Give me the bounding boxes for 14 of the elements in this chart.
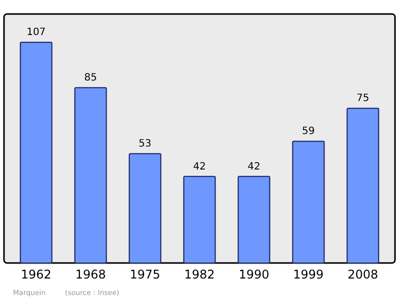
x-tick-label: 1999 (293, 268, 324, 282)
x-tick-label: 1962 (20, 268, 52, 282)
data-label: 42 (193, 161, 206, 172)
data-label: 75 (356, 93, 370, 104)
data-label: 85 (84, 72, 97, 84)
x-tick-label: 1982 (184, 268, 215, 282)
data-label: 107 (26, 27, 46, 38)
x-tick-label: 1975 (130, 268, 160, 282)
data-label: 53 (138, 138, 152, 150)
data-label: 59 (302, 126, 315, 138)
x-tick-label: 2008 (348, 268, 378, 282)
data-label: 42 (248, 161, 260, 172)
x-tick-label: 1968 (75, 268, 106, 282)
x-tick-label: 1990 (238, 268, 270, 282)
